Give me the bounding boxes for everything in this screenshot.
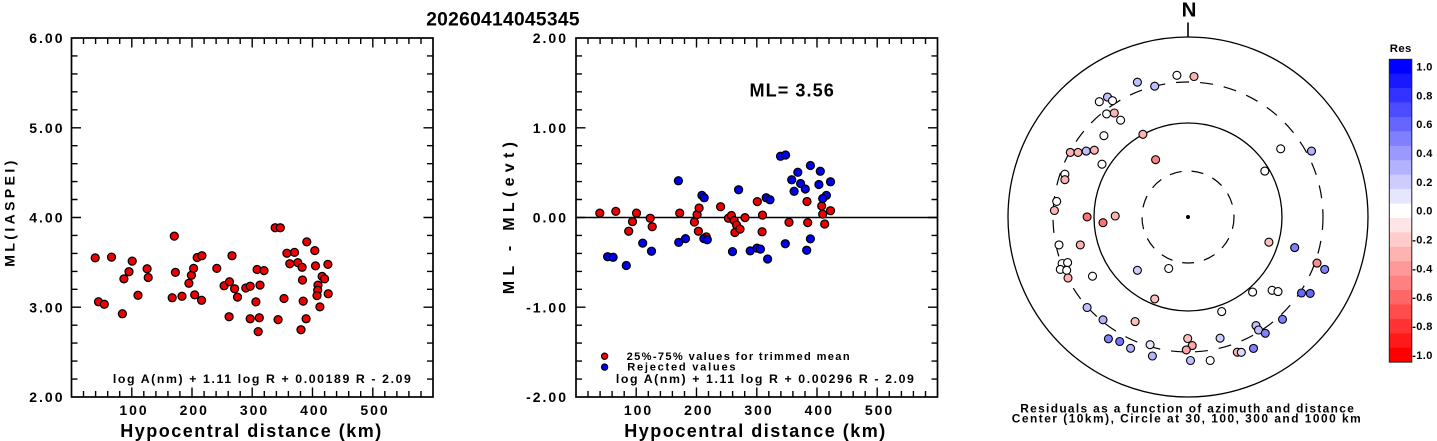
svg-text:100: 100 <box>624 402 653 418</box>
svg-text:-0.4: -0.4 <box>1412 263 1433 275</box>
svg-text:100: 100 <box>119 402 148 418</box>
svg-text:-1.00: -1.00 <box>526 299 568 315</box>
svg-text:0.6: 0.6 <box>1416 119 1433 131</box>
svg-text:3.00: 3.00 <box>29 299 64 315</box>
svg-text:0.8: 0.8 <box>1416 90 1433 102</box>
svg-text:2.00: 2.00 <box>29 389 64 405</box>
svg-text:-1.0: -1.0 <box>1412 350 1433 362</box>
svg-text:2.00: 2.00 <box>533 30 568 46</box>
svg-text:300: 300 <box>240 402 269 418</box>
svg-text:N: N <box>1182 0 1197 21</box>
svg-text:Hypocentral distance (km): Hypocentral distance (km) <box>120 421 383 441</box>
svg-text:ML - ML(evt): ML - ML(evt) <box>501 137 518 295</box>
svg-text:log A(nm) + 1.11 log R + 0.002: log A(nm) + 1.11 log R + 0.00296 R - 2.0… <box>616 372 916 386</box>
svg-text:500: 500 <box>865 402 894 418</box>
svg-text:20260414045345: 20260414045345 <box>426 9 580 30</box>
svg-text:400: 400 <box>300 402 329 418</box>
svg-text:400: 400 <box>805 402 834 418</box>
svg-text:Res: Res <box>1390 43 1412 55</box>
svg-text:Hypocentral distance (km): Hypocentral distance (km) <box>624 421 887 441</box>
svg-text:-2.00: -2.00 <box>526 389 568 405</box>
svg-text:25%-75% values for trimmed mea: 25%-75% values for trimmed mean <box>627 351 851 363</box>
svg-text:0.4: 0.4 <box>1416 148 1433 160</box>
svg-text:6.00: 6.00 <box>29 30 64 46</box>
svg-text:ML(IASPEI): ML(IASPEI) <box>2 157 18 266</box>
svg-text:-0.8: -0.8 <box>1412 321 1433 333</box>
svg-text:300: 300 <box>744 402 773 418</box>
svg-text:log A(nm) + 1.11 log R + 0.001: log A(nm) + 1.11 log R + 0.00189 R - 2.0… <box>113 372 413 386</box>
svg-text:0.0: 0.0 <box>1416 206 1433 218</box>
svg-text:1.0: 1.0 <box>1416 62 1433 74</box>
svg-text:0.00: 0.00 <box>533 210 568 226</box>
svg-text:Center (10km), Circle at 30, 1: Center (10km), Circle at 30, 100, 300 an… <box>1012 411 1362 425</box>
svg-text:1.00: 1.00 <box>533 120 568 136</box>
svg-text:-0.6: -0.6 <box>1412 292 1433 304</box>
svg-text:200: 200 <box>684 402 713 418</box>
svg-text:200: 200 <box>180 402 209 418</box>
svg-text:500: 500 <box>360 402 389 418</box>
svg-text:ML= 3.56: ML= 3.56 <box>750 81 835 101</box>
svg-text:Residuals as a function of azi: Residuals as a function of azimuth and d… <box>1020 401 1355 415</box>
svg-text:-0.2: -0.2 <box>1412 235 1433 247</box>
svg-text:0.2: 0.2 <box>1416 177 1433 189</box>
svg-text:4.00: 4.00 <box>29 210 64 226</box>
svg-text:5.00: 5.00 <box>29 120 64 136</box>
svg-text:Rejected values: Rejected values <box>627 361 737 373</box>
